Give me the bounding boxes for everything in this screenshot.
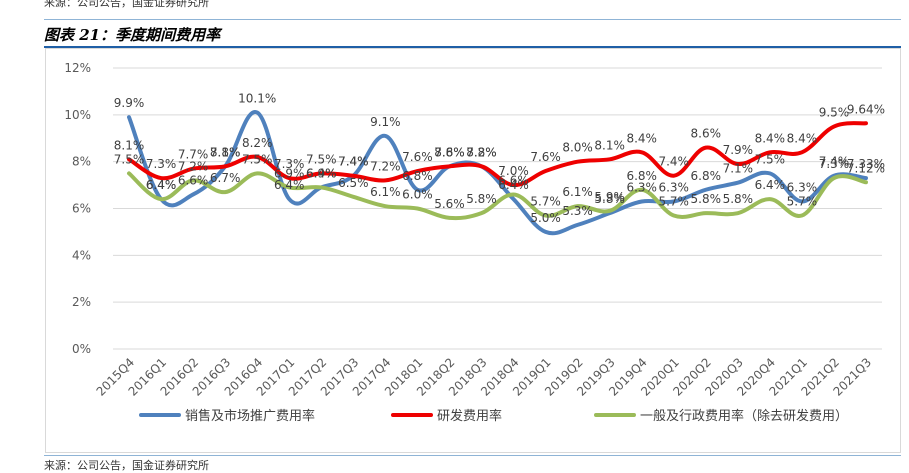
data-label-admin: 6.9%: [274, 166, 305, 180]
data-label-sales: 7.1%: [723, 162, 754, 176]
series-lines: [127, 110, 868, 236]
data-label-sales: 6.6%: [178, 173, 209, 187]
legend-label-admin: 一般及行政费用率（除去研发费用）: [640, 408, 848, 424]
data-label-rd: 8.4%: [626, 131, 657, 145]
data-label-admin: 6.1%: [562, 185, 593, 199]
data-label-admin: 7.5%: [114, 152, 145, 166]
data-label-sales: 9.1%: [370, 115, 401, 129]
data-label-sales: 6.9%: [306, 166, 337, 180]
data-label-sales: 7.8%: [434, 145, 465, 159]
y-tick-label: 8%: [72, 155, 91, 169]
data-label-rd: 7.4%: [658, 155, 689, 169]
data-label-sales: 5.8%: [594, 192, 625, 206]
data-label-admin: 7.5%: [242, 152, 273, 166]
data-label-sales: 6.8%: [691, 169, 722, 183]
top-divider: [44, 19, 901, 20]
data-label-admin: 6.4%: [146, 178, 177, 192]
data-label-admin: 6.7%: [210, 171, 241, 185]
data-label-rd: 8.1%: [594, 138, 625, 152]
data-label-rd: 8.4%: [787, 131, 818, 145]
data-label-admin: 6.4%: [306, 166, 337, 180]
legend-label-sales: 销售及市场推广费用率: [185, 408, 315, 424]
chart-legend: 销售及市场推广费用率 研发费用率 一般及行政费用率（除去研发费用）: [139, 408, 848, 424]
data-label-sales: 7.4%: [819, 155, 850, 169]
data-label-admin: 6.4%: [755, 178, 786, 192]
source-note-top: 来源：公司公告，国金证券研究所: [44, 0, 209, 9]
data-label-rd: 8.4%: [755, 131, 786, 145]
data-label-sales: 7.33%: [847, 157, 885, 171]
data-label-rd: 8.1%: [114, 138, 145, 152]
data-label-sales: 6.4%: [274, 178, 305, 192]
data-label-admin: 7.2%: [178, 159, 209, 173]
y-tick-label: 2%: [72, 295, 91, 309]
data-label-admin: 5.8%: [691, 192, 722, 206]
title-divider: [44, 46, 901, 48]
data-label-admin: 5.7%: [658, 195, 689, 209]
y-axis-ticks: 0% 2% 4% 6% 8% 10% 12%: [64, 61, 91, 356]
data-label-rd: 8.2%: [466, 145, 497, 159]
x-axis-ticks: 2015Q42016Q12016Q22016Q32016Q42017Q12017…: [94, 355, 875, 399]
data-label-admin: 5.7%: [787, 195, 818, 209]
data-label-admin: 5.9%: [594, 190, 625, 204]
y-tick-label: 12%: [64, 61, 91, 75]
data-label-rd: 8.2%: [242, 136, 273, 150]
y-tick-label: 6%: [72, 202, 91, 216]
data-label-admin: 6.1%: [370, 185, 401, 199]
data-label-rd: 7.7%: [178, 148, 209, 162]
source-note-bottom: 来源：公司公告，国金证券研究所: [44, 459, 209, 472]
data-label-admin: 6.0%: [402, 188, 433, 202]
data-label-sales: 9.9%: [114, 96, 145, 110]
data-label-sales: 6.8%: [402, 169, 433, 183]
line-chart: 0% 2% 4% 6% 8% 10% 12% 2015Q42016Q12016Q22016Q…: [64, 61, 885, 424]
data-label-sales: 6.3%: [658, 180, 689, 194]
data-label-rd: 7.3%: [274, 157, 305, 171]
data-label-rd: 7.4%: [338, 155, 369, 169]
data-label-rd: 7.2%: [370, 159, 401, 173]
data-label-rd: 8.1%: [210, 145, 241, 159]
data-label-admin: 7.3%: [819, 157, 850, 171]
data-label-rd: 7.5%: [306, 152, 337, 166]
data-label-admin: 5.6%: [434, 197, 465, 211]
data-label-admin: 6.8%: [626, 169, 657, 183]
data-label-rd: 8.0%: [562, 141, 593, 155]
data-label-rd: 7.6%: [530, 150, 561, 164]
series-line-rd: [127, 121, 868, 188]
y-tick-label: 4%: [72, 248, 91, 262]
data-label-sales: 6.3%: [787, 180, 818, 194]
data-label-sales: 6.4%: [146, 178, 177, 192]
data-label-sales: 7.5%: [755, 152, 786, 166]
data-label-sales: 7.8%: [210, 145, 241, 159]
data-label-admin: 6.6%: [498, 173, 529, 187]
data-label-sales: 7.8%: [466, 145, 497, 159]
data-label-sales: 6.3%: [626, 180, 657, 194]
data-label-sales: 6.4%: [498, 178, 529, 192]
legend-label-rd: 研发费用率: [437, 408, 502, 424]
data-label-sales: 5.0%: [530, 211, 561, 225]
data-label-admin: 5.8%: [723, 192, 754, 206]
series-line-admin: [127, 171, 868, 221]
data-label-admin: 5.8%: [466, 192, 497, 206]
data-label-rd: 8.6%: [434, 145, 465, 159]
data-label-admin: 6.5%: [338, 176, 369, 190]
gridlines: [113, 67, 882, 350]
data-label-sales: 10.1%: [238, 91, 276, 105]
data-label-rd: 8.6%: [691, 127, 722, 141]
data-label-rd: 7.0%: [498, 164, 529, 178]
data-label-rd: 7.9%: [723, 143, 754, 157]
data-label-rd: 7.3%: [146, 157, 177, 171]
data-label-sales: 5.3%: [562, 204, 593, 218]
bottom-divider: [44, 455, 901, 456]
y-tick-label: 0%: [72, 342, 91, 356]
data-label-rd: 7.6%: [402, 150, 433, 164]
chart-frame: 0% 2% 4% 6% 8% 10% 12% 2015Q4 2016Q1 2016Q2 2016Q…: [45, 48, 901, 453]
figure-title: 图表 21：季度期间费用率: [44, 26, 221, 44]
data-label-rd: 9.5%: [819, 106, 850, 120]
data-label-admin: 7.12%: [847, 161, 885, 175]
y-tick-label: 10%: [64, 108, 91, 122]
data-labels: 9.9%6.4% 6.6%7.8%10.1%6.4%6.9%7.4%9.1%6.8…: [114, 91, 885, 224]
data-label-rd: 9.64%: [847, 102, 885, 116]
data-label-sales: 7.4%: [338, 155, 369, 169]
data-label-admin: 5.7%: [530, 195, 561, 209]
